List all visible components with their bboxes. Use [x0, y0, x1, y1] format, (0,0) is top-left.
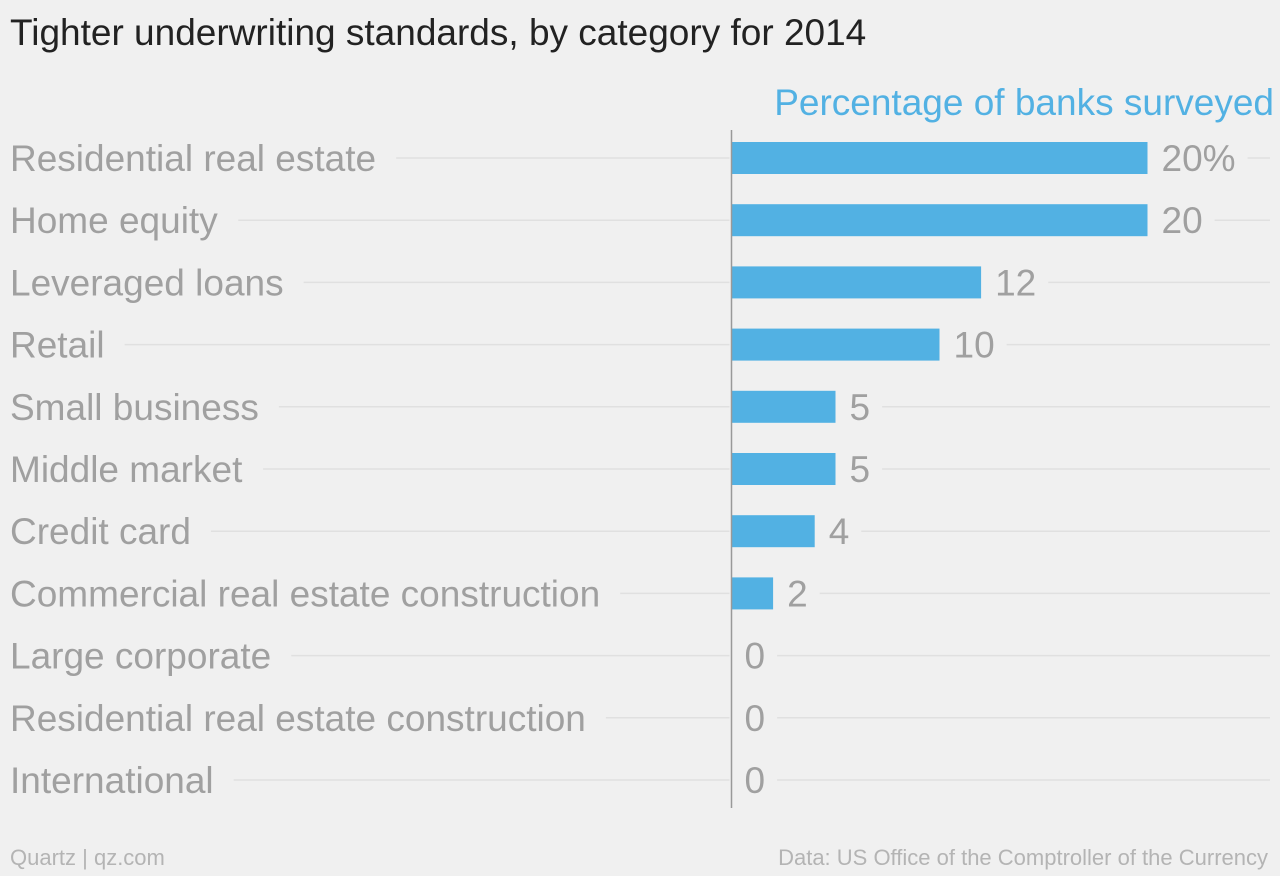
category-label-home-equity: Home equity [10, 200, 218, 241]
category-label-residential-real-estate-construction: Residential real estate construction [10, 698, 586, 739]
value-label-leveraged-loans: 12 [995, 262, 1036, 303]
bar-retail [731, 328, 940, 361]
value-label-large-corporate: 0 [745, 636, 766, 677]
bar-home-equity [731, 204, 1148, 237]
category-label-residential-real-estate: Residential real estate [10, 138, 376, 179]
guide-lines [124, 157, 1270, 781]
series-label: Percentage of banks surveyed [774, 82, 1274, 123]
category-label-credit-card: Credit card [10, 511, 191, 552]
footer-credit: Quartz | qz.com [10, 845, 165, 870]
category-label-international: International [10, 760, 214, 801]
category-labels: Residential real estate Home equity Levera… [10, 138, 600, 801]
bar-commercial-real-estate-construction [731, 577, 774, 610]
category-label-commercial-real-estate-construction: Commercial real estate construction [10, 573, 600, 614]
value-label-retail: 10 [954, 325, 995, 366]
bar-leveraged-loans [731, 266, 982, 299]
value-label-residential-real-estate-construction: 0 [745, 698, 766, 739]
value-label-home-equity: 20 [1162, 200, 1203, 241]
bar-small-business [731, 390, 836, 423]
bars [731, 142, 1148, 610]
category-label-retail: Retail [10, 325, 105, 366]
value-label-middle-market: 5 [850, 449, 871, 490]
bar-residential-real-estate [731, 142, 1148, 174]
value-label-credit-card: 4 [829, 511, 850, 552]
bar-middle-market [731, 453, 836, 485]
footer-source: Data: US Office of the Comptroller of th… [778, 845, 1268, 870]
value-label-international: 0 [745, 760, 766, 801]
chart-title: Tighter underwriting standards, by categ… [10, 12, 867, 53]
category-label-small-business: Small business [10, 387, 259, 428]
category-label-large-corporate: Large corporate [10, 636, 271, 677]
category-label-middle-market: Middle market [10, 449, 243, 490]
category-label-leveraged-loans: Leveraged loans [10, 262, 284, 303]
value-label-residential-real-estate: 20% [1162, 138, 1236, 179]
bar-credit-card [731, 515, 815, 548]
value-label-commercial-real-estate-construction: 2 [787, 573, 808, 614]
value-label-small-business: 5 [850, 387, 871, 428]
